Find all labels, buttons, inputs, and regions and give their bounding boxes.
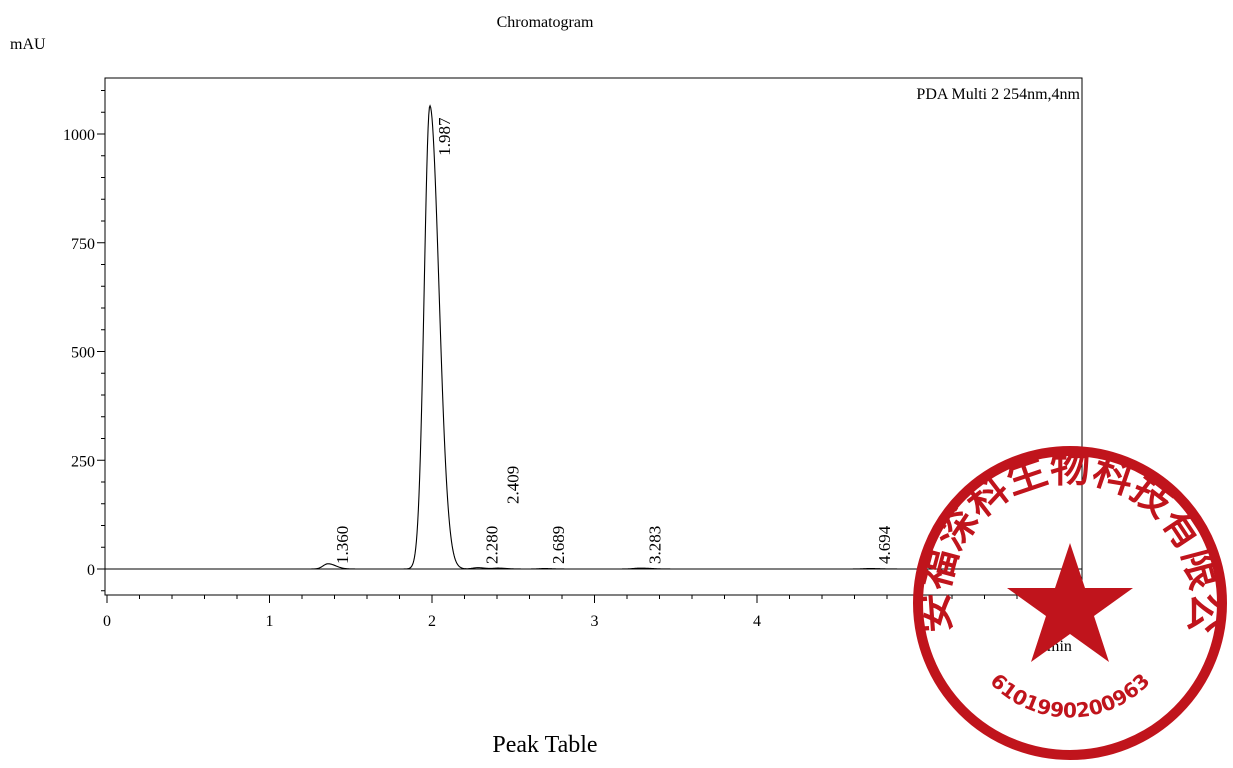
peak-labels: 1.360 1.987 2.280 2.409 2.689 3.283 4.694 (333, 117, 894, 564)
peak-label: 4.694 (875, 525, 894, 564)
seal-star-icon (1007, 543, 1133, 662)
x-tick-label: 3 (591, 613, 599, 630)
peak-label: 2.409 (503, 466, 522, 504)
peak-table-heading: Peak Table (492, 732, 598, 758)
peak-label: 1.987 (435, 117, 454, 156)
y-tick-label: 1000 (63, 127, 95, 144)
peak-label: 2.689 (549, 526, 568, 564)
y-tick-label: 750 (71, 236, 95, 253)
plot-frame (104, 77, 1083, 596)
company-seal: 西安福深科生物科技有限公司 6101990200963 (905, 438, 1229, 760)
peak-label: 3.283 (645, 526, 664, 564)
y-tick-label: 0 (87, 562, 95, 579)
chart-title: Chromatogram (496, 14, 594, 31)
seal-number: 6101990200963 (986, 669, 1155, 723)
peak-label: 1.360 (333, 526, 352, 564)
x-tick-label: 4 (753, 613, 761, 630)
y-tick-label: 250 (71, 453, 95, 470)
y-axis-unit: mAU (10, 36, 46, 53)
x-tick-label: 2 (428, 613, 436, 630)
x-tick-label: 1 (266, 613, 274, 630)
legend-label: PDA Multi 2 254nm,4nm (916, 86, 1080, 103)
y-tick-label: 500 (71, 345, 95, 362)
x-tick-label: 0 (103, 613, 111, 630)
seal-ring (913, 446, 1227, 760)
peak-label: 2.280 (483, 526, 502, 564)
